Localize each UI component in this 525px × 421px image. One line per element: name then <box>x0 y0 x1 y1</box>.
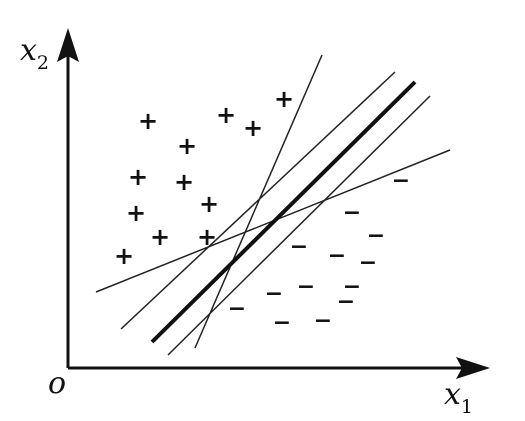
positive-sample: + <box>114 242 134 270</box>
positive-sample: + <box>197 223 217 251</box>
optimal-hyperplane <box>150 80 417 344</box>
positive-sample: + <box>243 114 263 142</box>
negative-sample: − <box>290 235 308 260</box>
positive-sample: + <box>199 190 219 218</box>
negative-sample: − <box>392 169 410 194</box>
negative-sample: − <box>314 309 332 334</box>
separator-steep <box>194 54 323 349</box>
positive-sample: + <box>138 107 158 135</box>
positive-sample: + <box>274 85 294 113</box>
negative-sample: − <box>359 251 377 276</box>
y-axis-arrowhead <box>57 28 79 62</box>
positive-sample: + <box>126 199 146 227</box>
axes <box>57 28 490 379</box>
positive-sample: + <box>177 132 197 160</box>
candidate-separators <box>95 54 451 356</box>
negative-sample: − <box>297 275 315 300</box>
negative-sample: − <box>343 275 361 300</box>
negative-sample: − <box>328 244 346 269</box>
separator-upper <box>120 71 396 330</box>
negative-sample: − <box>265 282 283 307</box>
negative-sample: − <box>273 311 291 336</box>
separator-lower <box>167 95 431 356</box>
y-axis-label: x2 <box>20 33 49 74</box>
negative-samples: −−−− − −−− −− −− − <box>228 169 410 336</box>
negative-sample: − <box>228 297 246 322</box>
positive-sample: + <box>150 223 170 251</box>
negative-sample: − <box>367 224 385 249</box>
positive-sample: + <box>128 163 148 191</box>
negative-sample: − <box>343 201 361 226</box>
x-axis-arrowhead <box>456 357 490 379</box>
origin-label: o <box>48 366 66 401</box>
positive-samples: + + ++++ ++++ ++ <box>114 85 294 270</box>
positive-sample: + <box>174 168 194 196</box>
x-axis-label: x1 <box>444 377 473 418</box>
negative-sample: − <box>337 290 355 315</box>
positive-sample: + <box>216 101 236 129</box>
